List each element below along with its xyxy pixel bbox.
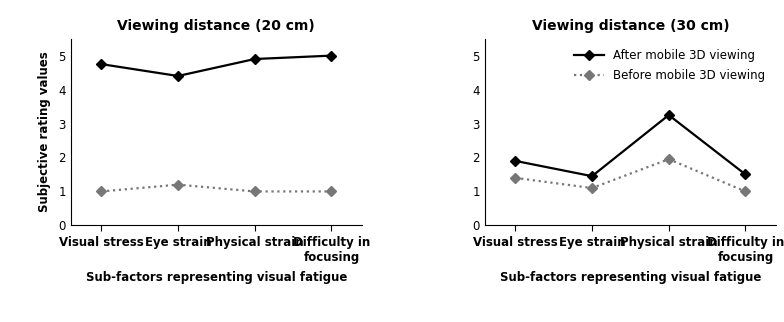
Before mobile 3D viewing [327, 190, 336, 194]
After mobile 3D viewing [327, 54, 336, 58]
Title: Viewing distance (20 cm): Viewing distance (20 cm) [118, 19, 315, 33]
After mobile 3D viewing [510, 159, 520, 163]
Before mobile 3D viewing [587, 186, 597, 190]
Line: Before mobile 3D viewing: Before mobile 3D viewing [98, 181, 335, 195]
Line: After mobile 3D viewing: After mobile 3D viewing [98, 52, 335, 80]
After mobile 3D viewing [173, 74, 183, 78]
Before mobile 3D viewing [173, 183, 183, 186]
After mobile 3D viewing [741, 173, 750, 176]
After mobile 3D viewing [250, 57, 260, 61]
Before mobile 3D viewing [510, 176, 520, 180]
Legend: After mobile 3D viewing, Before mobile 3D viewing: After mobile 3D viewing, Before mobile 3… [570, 44, 770, 87]
Line: Before mobile 3D viewing: Before mobile 3D viewing [512, 156, 749, 195]
X-axis label: Sub-factors representing visual fatigue: Sub-factors representing visual fatigue [499, 271, 761, 284]
Y-axis label: Subjective rating values: Subjective rating values [38, 52, 51, 213]
Title: Viewing distance (30 cm): Viewing distance (30 cm) [532, 19, 729, 33]
After mobile 3D viewing [587, 174, 597, 178]
Before mobile 3D viewing [96, 190, 106, 194]
Before mobile 3D viewing [250, 190, 260, 194]
After mobile 3D viewing [664, 113, 673, 117]
After mobile 3D viewing [96, 62, 106, 66]
Line: After mobile 3D viewing: After mobile 3D viewing [512, 111, 749, 180]
Before mobile 3D viewing [664, 157, 673, 161]
Before mobile 3D viewing [741, 190, 750, 194]
X-axis label: Sub-factors representing visual fatigue: Sub-factors representing visual fatigue [85, 271, 347, 284]
